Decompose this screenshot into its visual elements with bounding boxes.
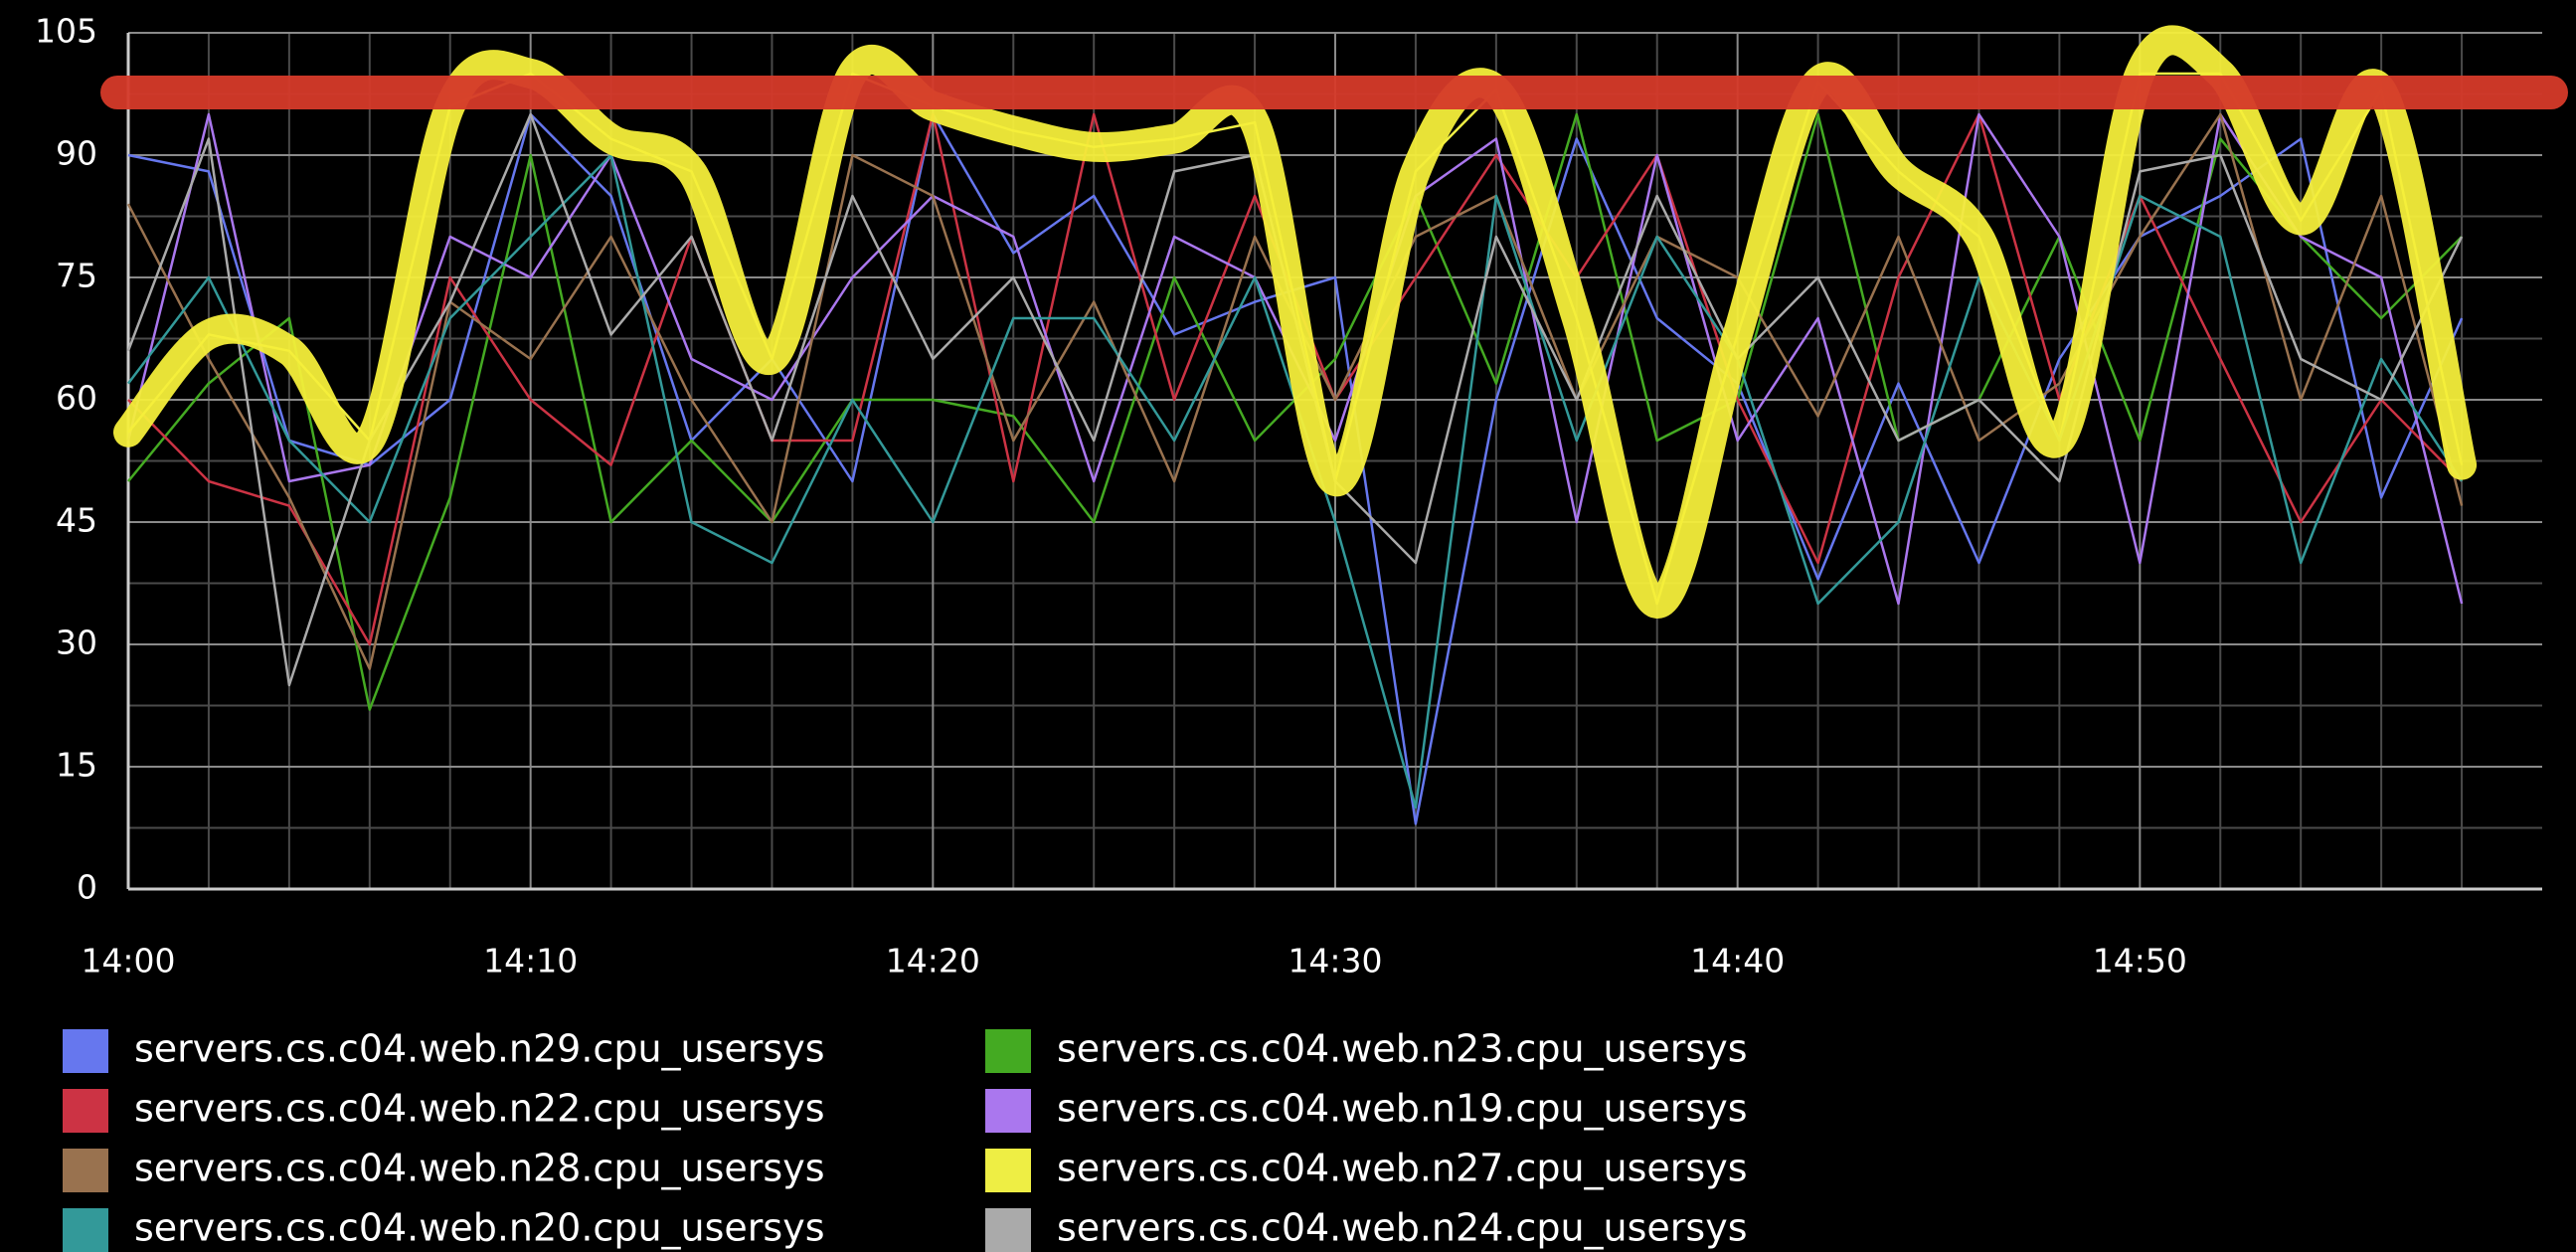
legend-swatch	[985, 1029, 1031, 1073]
y-tick-label: 60	[56, 379, 97, 418]
y-tick-label: 30	[56, 624, 97, 662]
legend-swatch	[63, 1149, 108, 1192]
legend-swatch	[63, 1029, 108, 1073]
legend-label: servers.cs.c04.web.n28.cpu_usersys	[134, 1147, 825, 1190]
y-tick-label: 105	[35, 12, 97, 51]
legend-swatch	[985, 1149, 1031, 1192]
legend-label: servers.cs.c04.web.n22.cpu_usersys	[134, 1087, 825, 1131]
legend-swatch	[985, 1089, 1031, 1133]
annotations	[100, 25, 2568, 619]
legend-label: servers.cs.c04.web.n24.cpu_usersys	[1057, 1206, 1748, 1250]
legend-swatch	[985, 1208, 1031, 1252]
y-tick-label: 90	[56, 134, 97, 173]
legend-label: servers.cs.c04.web.n27.cpu_usersys	[1057, 1147, 1748, 1190]
x-tick-label: 14:30	[1288, 942, 1382, 981]
labels: 0 15 30 45 60 75 90 105 14:00 14:10 14:20 14:30 14:4…	[35, 12, 2187, 1252]
x-tick-label: 14:40	[1690, 942, 1785, 981]
x-tick-label: 14:10	[483, 942, 578, 981]
legend-label: servers.cs.c04.web.n19.cpu_usersys	[1057, 1087, 1748, 1131]
y-tick-label: 15	[56, 746, 97, 785]
y-tick-label: 75	[56, 257, 97, 295]
x-tick-label: 14:50	[2093, 942, 2187, 981]
y-tick-label: 45	[56, 501, 97, 540]
x-tick-label: 14:20	[886, 942, 980, 981]
legend-swatch	[63, 1208, 108, 1252]
legend-swatch	[63, 1089, 108, 1133]
legend-label: servers.cs.c04.web.n23.cpu_usersys	[1057, 1027, 1748, 1071]
legend-label: servers.cs.c04.web.n29.cpu_usersys	[134, 1027, 825, 1071]
legend-label: servers.cs.c04.web.n20.cpu_usersys	[134, 1206, 825, 1250]
x-tick-label: 14:00	[81, 942, 175, 981]
y-tick-label: 0	[77, 868, 97, 907]
